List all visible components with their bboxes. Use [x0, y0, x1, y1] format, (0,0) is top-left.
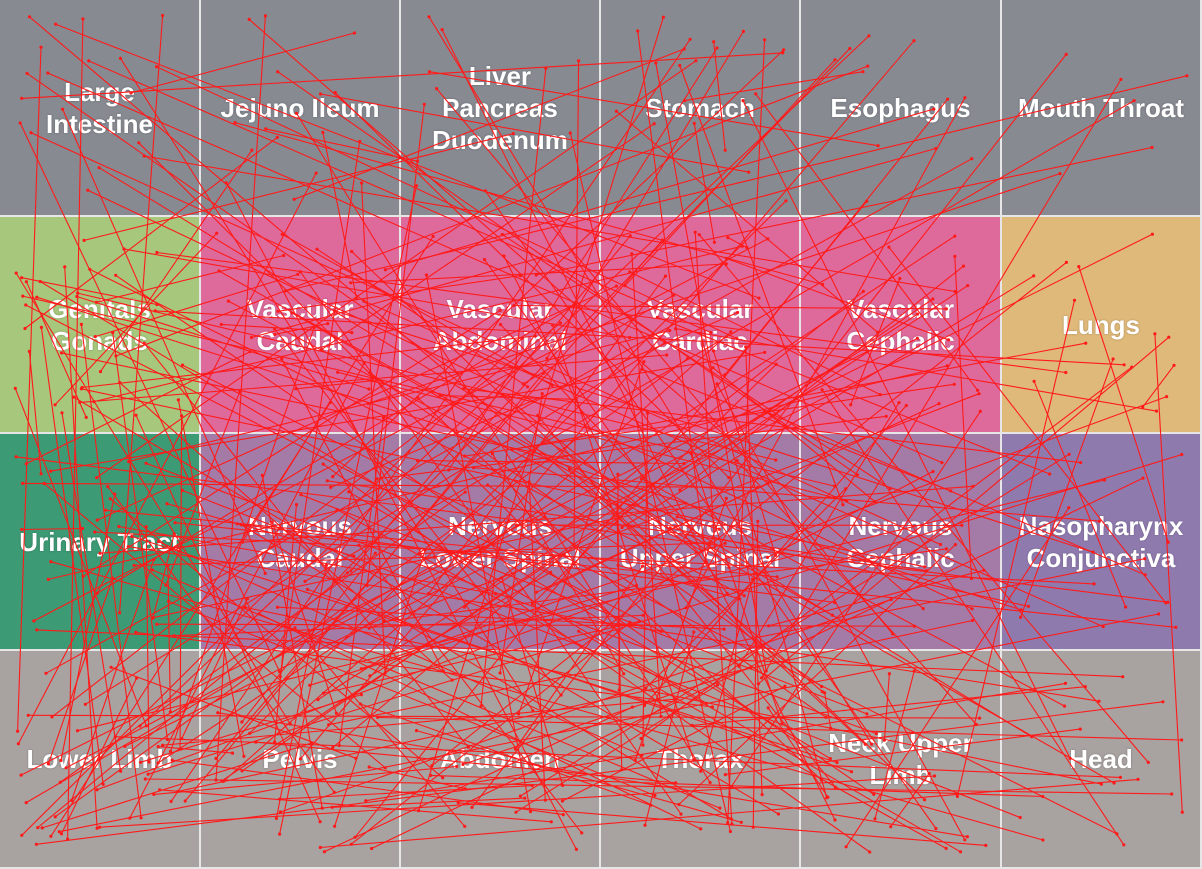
- region-vascular-cardiac: Vascular Cardiac: [601, 217, 801, 434]
- region-abdomen: Abdomen: [401, 651, 601, 869]
- region-vascular-caudal: Vascular Caudal: [201, 217, 401, 434]
- region-large-intestine: Large Intestine: [0, 0, 201, 217]
- region-stomach: Stomach: [601, 0, 801, 217]
- region-nervous-caudal: Nervous Caudal: [201, 434, 401, 651]
- region-jejuno-ileum: Jejuno Ileum: [201, 0, 401, 217]
- region-mouth-throat: Mouth Throat: [1002, 0, 1202, 217]
- region-nasopharynx-conjunctiva: Nasopharynx Conjunctiva: [1002, 434, 1202, 651]
- region-nervous-upper-spinal: Nervous Upper Spinal: [601, 434, 801, 651]
- region-urinary-tract: Urinary Tract: [0, 434, 201, 651]
- region-lungs: Lungs: [1002, 217, 1202, 434]
- region-liver-pancreas-duodenum: Liver Pancreas Duodenum: [401, 0, 601, 217]
- region-vascular-abdominal: Vascular Abdominal: [401, 217, 601, 434]
- region-thorax: Thorax: [601, 651, 801, 869]
- region-neck-upper-limb: Neck Upper Limb: [801, 651, 1002, 869]
- region-head: Head: [1002, 651, 1202, 869]
- region-genitals-gonads: Genitals Gonads: [0, 217, 201, 434]
- region-vascular-cephalic: Vascular Cephalic: [801, 217, 1002, 434]
- region-nervous-lower-spinal: Nervous Lower Spinal: [401, 434, 601, 651]
- region-lower-limb: Lower Limb: [0, 651, 201, 869]
- region-esophagus: Esophagus: [801, 0, 1002, 217]
- region-pelvis: Pelvis: [201, 651, 401, 869]
- region-nervous-cephalic: Nervous Cephalic: [801, 434, 1002, 651]
